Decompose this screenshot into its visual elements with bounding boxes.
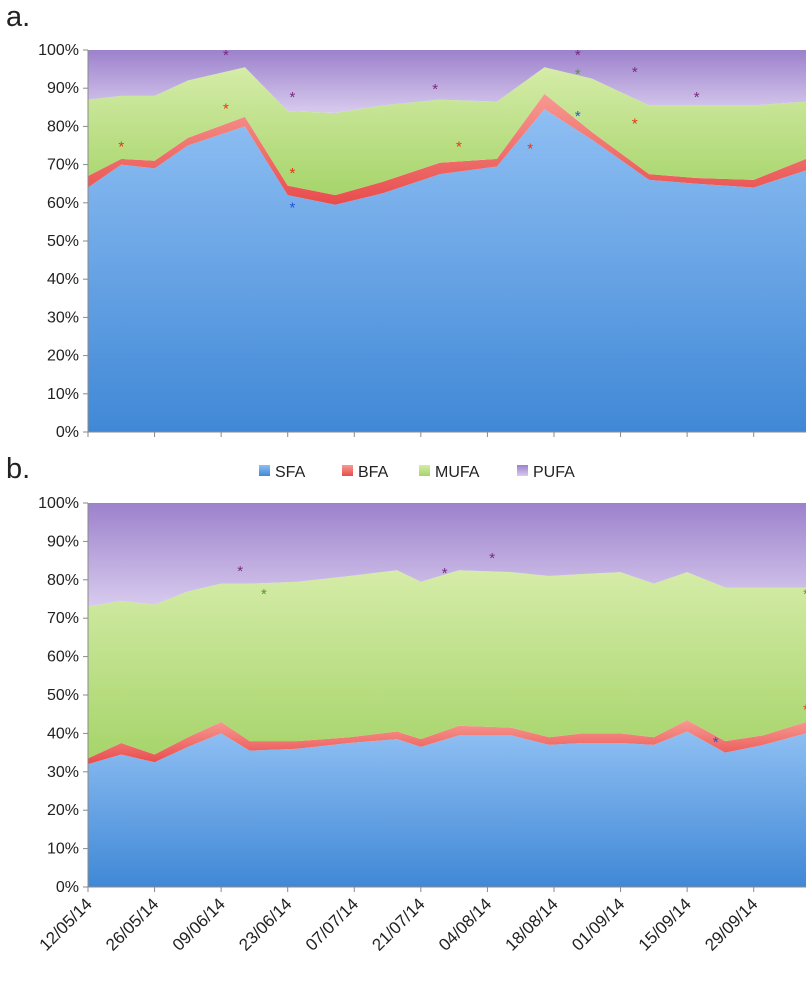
marker-star-blue-a-3: * <box>290 200 296 217</box>
y-tick-label-b: 60% <box>47 649 79 666</box>
y-tick-label-a: 50% <box>47 233 79 250</box>
marker-star-red-a-8: * <box>527 140 533 157</box>
legend-item-pufa: PUFA <box>517 464 575 481</box>
y-tick-label-a: 0% <box>56 424 79 441</box>
panel-a-areas <box>88 50 806 433</box>
y-tick-label-b: 90% <box>47 533 79 550</box>
marker-star-blue-a-9: * <box>575 108 581 125</box>
area-sfa-panel-b <box>88 731 806 887</box>
legend-label-pufa: PUFA <box>533 464 575 481</box>
chart-panel-a: a. * * * * * * * * * * * * * * * 0% 10% 20% 30% 40% 50% 60% 7… <box>6 1 806 441</box>
y-tick-label-b: 10% <box>47 841 79 858</box>
legend-label-bfa: BFA <box>358 464 389 481</box>
y-tick-label-b: 70% <box>47 610 79 627</box>
legend-label-mufa: MUFA <box>435 464 480 481</box>
x-tick-label-b: 07/07/14 <box>302 894 362 954</box>
legend-swatch-sfa <box>259 465 270 476</box>
y-tick-label-a: 80% <box>47 118 79 135</box>
area-pufa-panel-a <box>88 50 806 114</box>
panel-a-plot: * * * * * * * * * * * * * * * 0% 10% 20% 30% 40% 50% 60% 70% 8… <box>38 42 806 441</box>
y-tick-label-a: 10% <box>47 386 79 403</box>
x-tick-label-b: 18/08/14 <box>502 894 562 954</box>
area-bfa-panel-b <box>88 719 806 765</box>
legend-swatch-bfa <box>342 465 353 476</box>
marker-star-purple-a-2: * <box>223 47 229 64</box>
marker-star-purple-a-6: * <box>432 81 438 98</box>
y-tick-label-b: 30% <box>47 764 79 781</box>
y-tick-label-a: 20% <box>47 348 79 365</box>
marker-star-red-a-4: * <box>290 165 296 182</box>
y-tick-label-b: 20% <box>47 802 79 819</box>
panel-b-markers: * * * * * * * <box>237 550 806 751</box>
marker-star-green-b-1: * <box>261 586 267 603</box>
x-tick-label-b: 29/09/14 <box>701 894 761 954</box>
marker-star-red-b-6: * <box>803 701 806 718</box>
x-tick-label-b: 01/09/14 <box>568 894 628 954</box>
legend-label-sfa: SFA <box>275 464 306 481</box>
legend-swatch-pufa <box>517 465 528 476</box>
legend: SFA BFA MUFA PUFA <box>259 464 575 481</box>
marker-star-green-b-5: * <box>803 586 806 603</box>
marker-star-red-a-7: * <box>456 139 462 156</box>
y-tick-label-a: 100% <box>38 42 79 59</box>
panel-label-a: a. <box>6 1 30 33</box>
legend-item-mufa: MUFA <box>419 464 480 481</box>
x-tick-label-b: 21/07/14 <box>368 894 428 954</box>
panel-a-markers: * * * * * * * * * * * * * * * <box>118 47 699 217</box>
marker-star-purple-a-11: * <box>575 47 581 64</box>
marker-star-purple-a-13: * <box>632 64 638 81</box>
panel-b-plot: * * * * * * * 0% 10% 20% 30% 40% 50% 60% 70% 80% 90% 100… <box>36 495 806 955</box>
marker-star-red-a-0: * <box>118 139 124 156</box>
x-tick-label-b: 04/08/14 <box>435 894 495 954</box>
y-tick-label-b: 0% <box>56 879 79 896</box>
marker-star-green-a-10: * <box>575 66 581 83</box>
marker-star-blue-b-4: * <box>713 734 719 751</box>
legend-swatch-mufa <box>419 465 430 476</box>
legend-item-sfa: SFA <box>259 464 306 481</box>
x-tick-label-b: 15/09/14 <box>635 894 695 954</box>
x-tick-label-b: 23/06/14 <box>235 894 295 954</box>
y-tick-label-a: 70% <box>47 157 79 174</box>
x-tick-label-b: 26/05/14 <box>102 894 162 954</box>
marker-star-purple-a-14: * <box>694 89 700 106</box>
marker-star-red-a-1: * <box>223 100 229 117</box>
y-tick-label-b: 80% <box>47 572 79 589</box>
y-tick-label-a: 30% <box>47 309 79 326</box>
area-pufa-panel-b <box>88 503 806 607</box>
x-tick-label-b: 12/05/14 <box>36 894 96 954</box>
panel-b-areas <box>88 503 806 887</box>
y-tick-label-a: 60% <box>47 195 79 212</box>
y-tick-label-b: 50% <box>47 687 79 704</box>
area-mufa-panel-b <box>88 570 806 759</box>
marker-star-purple-b-2: * <box>442 565 448 582</box>
marker-star-red-a-12: * <box>632 116 638 133</box>
marker-star-purple-b-0: * <box>237 563 243 580</box>
y-tick-label-a: 40% <box>47 271 79 288</box>
x-tick-label-b: 09/06/14 <box>169 894 229 954</box>
marker-star-purple-a-5: * <box>290 89 296 106</box>
marker-star-purple-b-3: * <box>489 550 495 567</box>
legend-item-bfa: BFA <box>342 464 389 481</box>
panel-label-b: b. <box>6 453 30 485</box>
area-mufa-panel-a <box>88 67 806 196</box>
y-tick-label-a: 90% <box>47 80 79 97</box>
y-tick-label-b: 40% <box>47 725 79 742</box>
panel-a-axes: 0% 10% 20% 30% 40% 50% 60% 70% 80% 90% 100% <box>38 42 806 441</box>
area-sfa-panel-a <box>88 109 806 433</box>
chart-panel-b: b. * * * * * * * 0% 10% 20% 30% 40% 50% 60% 70% 80% 90%… <box>6 453 806 955</box>
y-tick-label-b: 100% <box>38 495 79 512</box>
